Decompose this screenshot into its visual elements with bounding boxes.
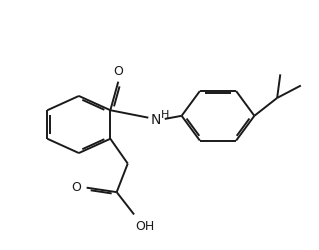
Text: N: N xyxy=(151,112,161,126)
Text: O: O xyxy=(71,180,81,193)
Text: O: O xyxy=(113,64,123,78)
Text: OH: OH xyxy=(136,220,155,232)
Text: H: H xyxy=(161,110,169,120)
